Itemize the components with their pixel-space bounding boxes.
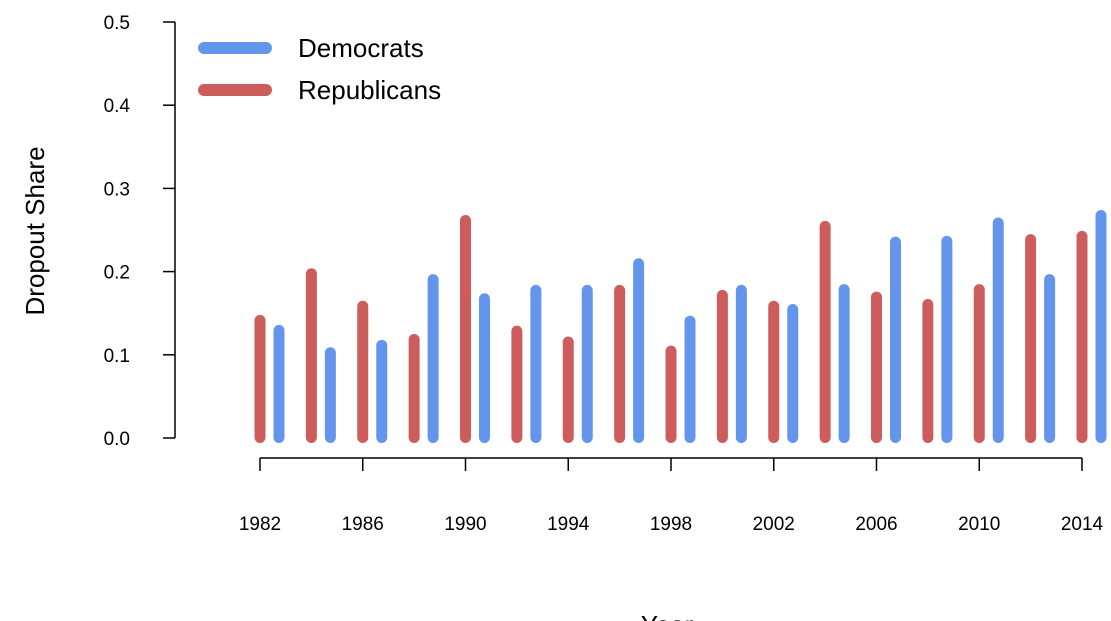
x-tick-label-1: 1986 [342, 514, 384, 535]
y-tick-label-0: 0.0 [104, 429, 130, 450]
legend: Democrats Republicans [198, 33, 441, 105]
y-tick-label-3: 0.3 [104, 179, 130, 200]
y-tick-label-1: 0.1 [104, 346, 130, 367]
y-tick-label-2: 0.2 [104, 263, 130, 284]
x-tick-label-6: 2006 [855, 514, 897, 535]
legend-label-democrats: Democrats [298, 33, 424, 63]
x-tick-label-2: 1990 [444, 514, 486, 535]
x-tick-label-7: 2010 [958, 514, 1000, 535]
y-tick-label-5: 0.5 [104, 13, 130, 34]
bars-group [254, 210, 1107, 443]
x-axis: 1982 1986 1990 1994 1998 2002 2006 2010 2014 [239, 457, 1104, 535]
x-tick-label-4: 1998 [650, 514, 692, 535]
y-axis-title: Dropout Share [20, 146, 50, 315]
x-tick-label-8: 2014 [1061, 514, 1104, 535]
y-axis: 0.0 0.1 0.2 0.3 0.4 0.5 [104, 13, 176, 450]
y-tick-label-4: 0.4 [104, 96, 131, 117]
x-tick-label-3: 1994 [547, 514, 590, 535]
x-tick-label-5: 2002 [753, 514, 795, 535]
x-axis-title: Year [641, 610, 694, 621]
x-tick-label-0: 1982 [239, 514, 281, 535]
legend-label-republicans: Republicans [298, 75, 441, 105]
